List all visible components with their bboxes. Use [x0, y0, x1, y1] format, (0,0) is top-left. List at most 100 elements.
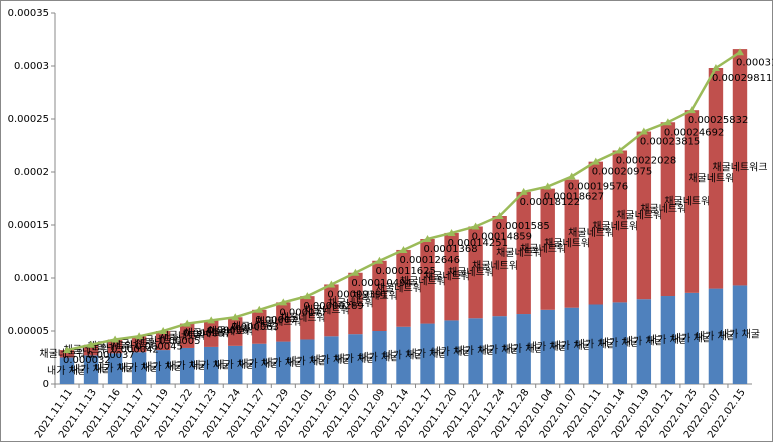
- y-tick-label: 0.00025: [8, 114, 49, 125]
- bar: [732, 285, 748, 384]
- bar: [708, 68, 724, 289]
- marker: [63, 346, 72, 354]
- bar: [300, 339, 315, 384]
- bar: [612, 150, 628, 303]
- series-label: 내가 채굴: [600, 337, 640, 349]
- bar: [372, 331, 387, 384]
- bar: [204, 346, 219, 384]
- series-label: 내가 채굴: [47, 365, 87, 377]
- marker: [423, 234, 432, 242]
- series-label: 내가 채굴: [71, 364, 111, 376]
- data-label: 0.00018122: [520, 197, 580, 208]
- series-label: 채굴네트워크: [352, 289, 407, 302]
- data-label: 0.00006: [207, 325, 248, 336]
- y-tick-label: 0.0001: [14, 273, 49, 284]
- series-label: 내가 채굴: [239, 358, 279, 370]
- bar: [660, 296, 676, 384]
- series-label: 내가 채굴: [432, 346, 472, 358]
- series-label: 내가 채굴: [191, 359, 231, 371]
- series-label: 채굴네트워크: [184, 327, 239, 340]
- bar: [420, 323, 435, 384]
- series-label: 채굴네트워크: [664, 195, 719, 208]
- marker: [543, 182, 552, 190]
- data-label: 0.00007: [255, 315, 296, 326]
- bar: [83, 344, 99, 356]
- series-label: 내가 채굴: [576, 338, 616, 350]
- series-label: 내가 채굴: [287, 356, 327, 368]
- series-label: 내가 채굴: [119, 362, 159, 374]
- data-label: 0.00019576: [568, 181, 628, 192]
- series-label: 내가 채굴: [456, 345, 496, 357]
- series-label: 내가 채굴: [215, 359, 255, 371]
- marker: [207, 316, 216, 324]
- data-label: 0.00010494: [351, 278, 411, 289]
- bar: [492, 215, 507, 317]
- series-label: 내가 채굴: [528, 341, 568, 353]
- marker: [375, 256, 384, 264]
- marker: [279, 298, 288, 306]
- bar: [468, 318, 483, 384]
- data-label: 0.000042: [111, 344, 159, 355]
- marker: [471, 222, 480, 230]
- y-tick-label: 0: [43, 379, 49, 390]
- bar: [540, 188, 555, 310]
- series-label: 내가 채굴: [143, 361, 183, 373]
- series-label: 채굴네트워크: [136, 334, 191, 347]
- bar: [396, 326, 411, 384]
- series-label: 채굴네트워크: [328, 296, 383, 309]
- bar: [179, 347, 195, 384]
- series-label: 채굴네트워크: [520, 242, 575, 255]
- series-label: 채굴네트워크: [63, 343, 118, 356]
- series-label: 채굴네트워크: [592, 219, 647, 232]
- series-label: 내가 채굴: [167, 360, 207, 372]
- bar: [107, 353, 123, 384]
- series-label: 채굴네트워크: [448, 265, 503, 278]
- series-label: 내가 채굴: [552, 340, 592, 352]
- series-label: 내가 채굴: [384, 349, 424, 361]
- series-label: 채굴네트워크: [232, 320, 287, 333]
- bar: [155, 331, 171, 351]
- bar: [492, 316, 507, 384]
- bar: [708, 288, 724, 384]
- bar: [396, 249, 411, 327]
- bar: [732, 49, 748, 286]
- series-label: 내가 채굴: [648, 334, 688, 346]
- series-label: 채굴네트워크: [424, 270, 479, 283]
- data-label: 0.00014859: [472, 231, 532, 242]
- y-tick-label: 0.0002: [14, 167, 49, 178]
- marker: [447, 228, 456, 236]
- marker: [135, 332, 144, 340]
- data-label: 0.00018627: [544, 192, 604, 203]
- bar: [372, 260, 387, 331]
- data-label: 0.00022028: [616, 156, 676, 167]
- data-label: 0.00031296: [736, 57, 773, 68]
- marker: [87, 340, 96, 348]
- series-label: 내가 채굴: [504, 343, 544, 355]
- y-tick-label: 0.00015: [8, 220, 49, 231]
- series-label: 채굴네트워크: [472, 259, 527, 272]
- marker: [639, 127, 648, 135]
- data-label: 0.0001368: [424, 244, 478, 255]
- data-label: 0.00023815: [640, 137, 700, 148]
- bar: [420, 238, 435, 324]
- marker: [567, 172, 576, 180]
- bar: [324, 284, 339, 337]
- bar: [228, 345, 243, 384]
- series-label: 채굴네트워크: [160, 329, 215, 342]
- bar: [107, 339, 123, 354]
- bar: [684, 110, 700, 293]
- series-label: 채굴네트워크: [688, 171, 743, 184]
- bar: [155, 350, 171, 384]
- bar: [588, 304, 603, 384]
- marker: [615, 146, 624, 154]
- series-label: 채굴네트워크: [112, 337, 167, 350]
- marker: [351, 268, 360, 276]
- data-label: 0.00014251: [448, 238, 508, 249]
- series-label: 채굴네트워크: [208, 325, 263, 338]
- series-label: 내가 채굴: [311, 354, 351, 366]
- data-label: 0.00009391: [327, 289, 387, 300]
- bar: [612, 302, 628, 384]
- bar: [131, 352, 147, 384]
- data-label: 0.0001585: [496, 221, 550, 232]
- series-label: 내가 채굴: [696, 330, 736, 342]
